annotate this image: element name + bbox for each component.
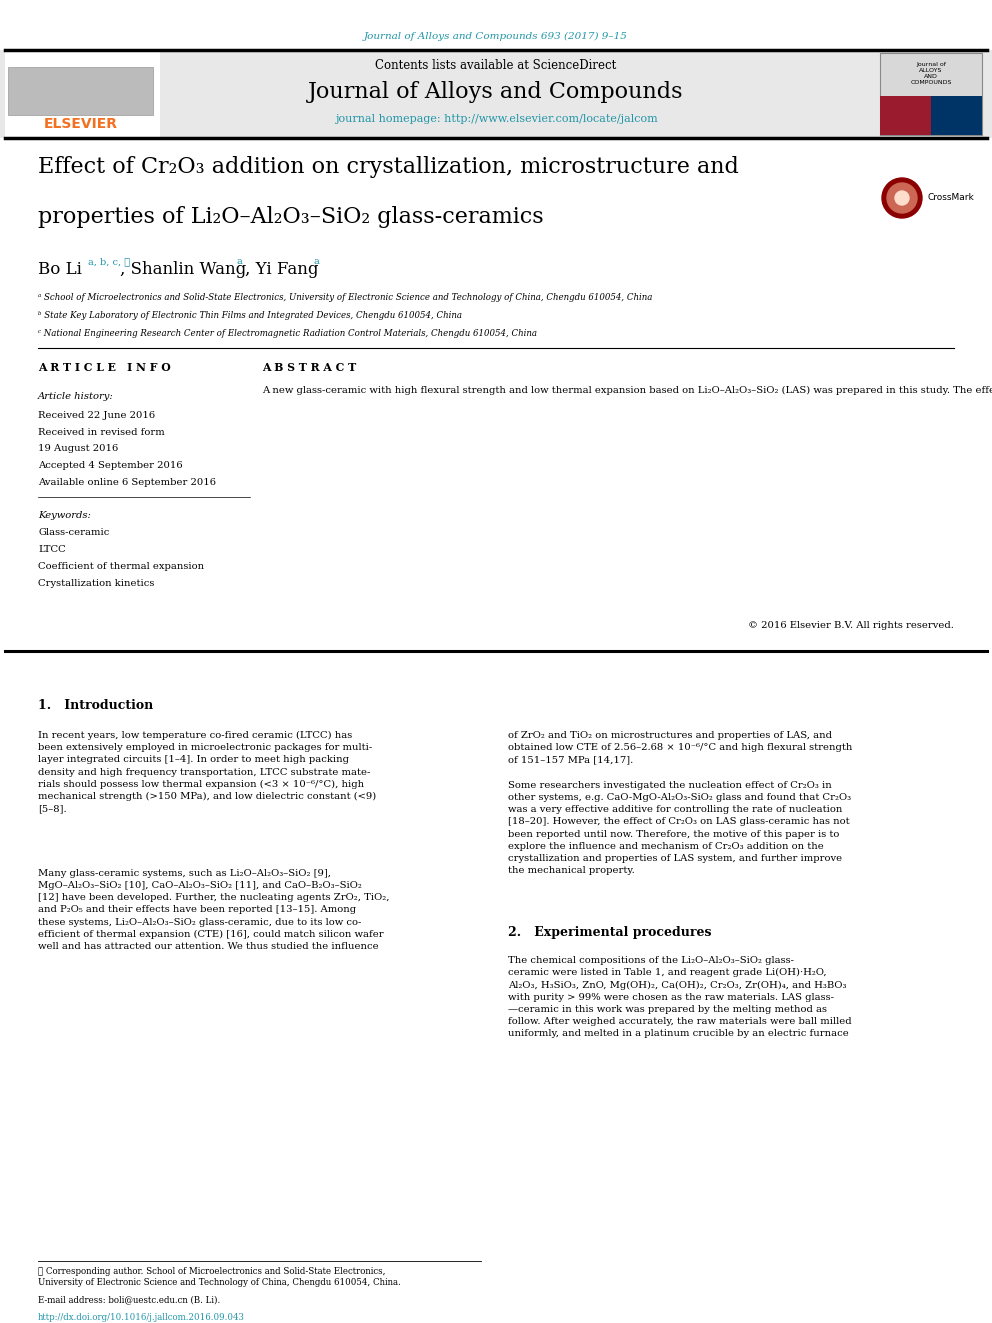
Text: Some researchers investigated the nucleation effect of Cr₂O₃ in
other systems, e: Some researchers investigated the nuclea… — [508, 781, 851, 875]
Text: Coefficient of thermal expansion: Coefficient of thermal expansion — [38, 562, 204, 572]
Text: Crystallization kinetics: Crystallization kinetics — [38, 579, 155, 587]
Bar — [5, 50, 160, 138]
Text: Glass-ceramic: Glass-ceramic — [38, 528, 109, 537]
Bar — [8, 67, 153, 115]
Text: LTCC: LTCC — [38, 545, 65, 554]
Bar — [880, 95, 931, 135]
Text: Journal of Alloys and Compounds 693 (2017) 9–15: Journal of Alloys and Compounds 693 (201… — [364, 32, 628, 41]
Text: , Yi Fang: , Yi Fang — [245, 261, 323, 278]
Text: Available online 6 September 2016: Available online 6 September 2016 — [38, 478, 216, 487]
Text: © 2016 Elsevier B.V. All rights reserved.: © 2016 Elsevier B.V. All rights reserved… — [748, 620, 954, 630]
Text: Bo Li: Bo Li — [38, 261, 87, 278]
Text: 2.   Experimental procedures: 2. Experimental procedures — [508, 926, 711, 939]
Text: Accepted 4 September 2016: Accepted 4 September 2016 — [38, 460, 183, 470]
Text: ★ Corresponding author. School of Microelectronics and Solid-State Electronics,
: ★ Corresponding author. School of Microe… — [38, 1267, 401, 1287]
Text: 1.   Introduction: 1. Introduction — [38, 699, 153, 712]
Text: The chemical compositions of the Li₂O–Al₂O₃–SiO₂ glass-
ceramic were listed in T: The chemical compositions of the Li₂O–Al… — [508, 957, 851, 1039]
Text: A B S T R A C T: A B S T R A C T — [262, 363, 356, 373]
Text: ᶜ National Engineering Research Center of Electromagnetic Radiation Control Mate: ᶜ National Engineering Research Center o… — [38, 329, 537, 337]
Bar — [931, 95, 982, 135]
Bar — [0, 50, 992, 138]
Text: ᵃ School of Microelectronics and Solid-State Electronics, University of Electron: ᵃ School of Microelectronics and Solid-S… — [38, 292, 653, 302]
Text: Journal of
ALLOYS
AND
COMPOUNDS: Journal of ALLOYS AND COMPOUNDS — [911, 62, 951, 85]
Circle shape — [887, 183, 917, 213]
Text: Journal of Alloys and Compounds: Journal of Alloys and Compounds — [309, 81, 683, 103]
Text: ᵇ State Key Laboratory of Electronic Thin Films and Integrated Devices, Chengdu : ᵇ State Key Laboratory of Electronic Thi… — [38, 311, 462, 320]
Text: , Shanlin Wang: , Shanlin Wang — [120, 261, 252, 278]
Text: Many glass-ceramic systems, such as Li₂O–Al₂O₃–SiO₂ [9],
MgO–Al₂O₃–SiO₂ [10], Ca: Many glass-ceramic systems, such as Li₂O… — [38, 869, 390, 951]
Text: 19 August 2016: 19 August 2016 — [38, 445, 118, 452]
Text: a: a — [236, 257, 242, 266]
Text: ELSEVIER: ELSEVIER — [44, 116, 117, 131]
Bar — [880, 53, 982, 135]
Text: Received in revised form: Received in revised form — [38, 429, 165, 437]
Text: Contents lists available at ScienceDirect: Contents lists available at ScienceDirec… — [375, 60, 617, 71]
Text: a, b, c, ★: a, b, c, ★ — [88, 257, 130, 266]
Text: Received 22 June 2016: Received 22 June 2016 — [38, 411, 155, 419]
Text: E-mail address: boli@uestc.edu.cn (B. Li).: E-mail address: boli@uestc.edu.cn (B. Li… — [38, 1295, 220, 1304]
Text: of ZrO₂ and TiO₂ on microstructures and properties of LAS, and
obtained low CTE : of ZrO₂ and TiO₂ on microstructures and … — [508, 732, 852, 765]
Text: In recent years, low temperature co-fired ceramic (LTCC) has
been extensively em: In recent years, low temperature co-fire… — [38, 732, 376, 814]
Text: properties of Li₂O–Al₂O₃–SiO₂ glass-ceramics: properties of Li₂O–Al₂O₃–SiO₂ glass-cera… — [38, 206, 544, 228]
Text: CrossMark: CrossMark — [927, 193, 974, 202]
Text: Article history:: Article history: — [38, 392, 114, 401]
Text: http://dx.doi.org/10.1016/j.jallcom.2016.09.043: http://dx.doi.org/10.1016/j.jallcom.2016… — [38, 1312, 245, 1322]
Text: A R T I C L E   I N F O: A R T I C L E I N F O — [38, 363, 171, 373]
Circle shape — [882, 179, 922, 218]
Text: Keywords:: Keywords: — [38, 511, 91, 520]
Text: journal homepage: http://www.elsevier.com/locate/jalcom: journal homepage: http://www.elsevier.co… — [334, 114, 658, 124]
Circle shape — [895, 191, 909, 205]
Text: Effect of Cr₂O₃ addition on crystallization, microstructure and: Effect of Cr₂O₃ addition on crystallizat… — [38, 156, 739, 179]
Text: A new glass-ceramic with high flexural strength and low thermal expansion based : A new glass-ceramic with high flexural s… — [262, 386, 992, 396]
Text: a: a — [314, 257, 319, 266]
